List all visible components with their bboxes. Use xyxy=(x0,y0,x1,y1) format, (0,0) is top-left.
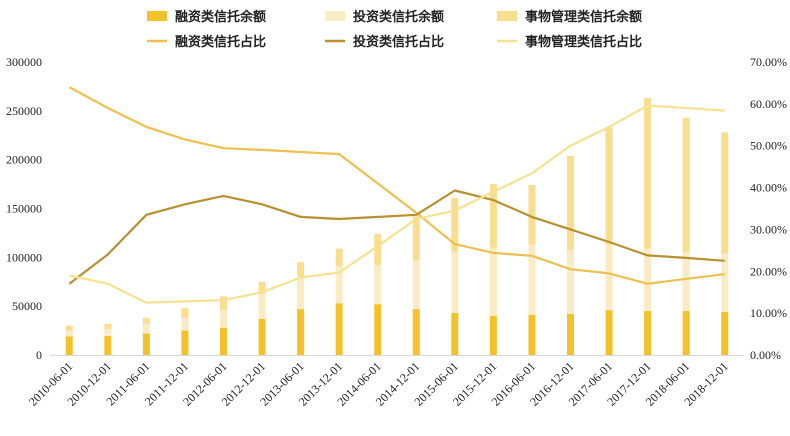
bar-0-6 xyxy=(297,309,305,355)
legend-swatch-bar-1 xyxy=(325,11,345,21)
bar-1-5 xyxy=(258,293,266,319)
bar-1-10 xyxy=(451,251,459,314)
bar-2-3 xyxy=(181,308,189,318)
bar-2-11 xyxy=(489,184,497,248)
bar-2-1 xyxy=(104,323,112,330)
bar-1-15 xyxy=(644,248,652,312)
bar-1-6 xyxy=(297,276,305,310)
bar-2-0 xyxy=(65,325,73,331)
y-left-tick-1: 50000 xyxy=(12,299,42,313)
y-left-tick-4: 200000 xyxy=(6,153,42,167)
bar-0-16 xyxy=(682,311,690,355)
bar-0-10 xyxy=(451,313,459,355)
y-left-tick-2: 100000 xyxy=(6,250,42,264)
bar-0-3 xyxy=(181,330,189,355)
y-right-tick-4: 40.00% xyxy=(750,181,787,195)
bar-2-13 xyxy=(567,155,574,250)
line-series-2 xyxy=(69,104,725,304)
bar-0-15 xyxy=(644,311,652,355)
bar-1-1 xyxy=(104,329,112,336)
y-right-tick-3: 30.00% xyxy=(750,222,787,236)
bar-0-13 xyxy=(567,313,574,355)
bar-2-8 xyxy=(374,233,382,266)
y-right-tick-1: 10.00% xyxy=(750,306,787,320)
bar-2-16 xyxy=(682,117,690,253)
bar-2-14 xyxy=(605,127,613,245)
bar-2-6 xyxy=(297,262,305,277)
y-left-tick-6: 300000 xyxy=(6,55,42,69)
bar-1-12 xyxy=(528,244,536,315)
bar-0-2 xyxy=(142,333,150,355)
bar-0-14 xyxy=(605,310,613,355)
y-left-tick-3: 150000 xyxy=(6,202,42,216)
bar-0-8 xyxy=(374,304,382,355)
bar-1-0 xyxy=(65,330,73,337)
bar-2-10 xyxy=(451,197,459,252)
bar-2-15 xyxy=(644,98,652,249)
bar-1-3 xyxy=(181,317,189,331)
bar-0-0 xyxy=(65,336,73,355)
y-right-tick-2: 20.00% xyxy=(750,264,787,278)
y-right-tick-7: 70.00% xyxy=(750,55,787,69)
y-left-tick-0: 0 xyxy=(36,348,42,362)
legend-label-line-0: 融资类信托占比 xyxy=(175,34,266,49)
y-right-tick-0: 0.00% xyxy=(750,348,781,362)
bar-1-8 xyxy=(374,265,382,305)
bar-0-17 xyxy=(721,312,729,355)
bar-1-4 xyxy=(220,310,227,328)
y-left-tick-5: 250000 xyxy=(6,104,42,118)
bar-2-4 xyxy=(220,296,227,311)
bar-0-12 xyxy=(528,314,536,355)
legend-swatch-bar-2 xyxy=(497,11,517,21)
bar-0-9 xyxy=(412,309,420,355)
bar-2-17 xyxy=(721,132,729,254)
bar-2-7 xyxy=(335,248,343,267)
bar-0-5 xyxy=(258,318,266,355)
bar-2-9 xyxy=(412,216,420,261)
bar-1-14 xyxy=(605,244,613,311)
bar-0-11 xyxy=(489,315,497,355)
legend-label-bar-1: 投资类信托余额 xyxy=(353,9,444,24)
legend-swatch-bar-0 xyxy=(147,11,167,21)
bar-0-7 xyxy=(335,303,343,355)
bar-1-9 xyxy=(412,260,420,310)
bar-2-5 xyxy=(258,281,266,294)
bar-1-2 xyxy=(142,323,150,334)
bars xyxy=(65,98,729,355)
lines xyxy=(68,86,725,304)
bar-1-16 xyxy=(682,252,690,312)
bar-1-13 xyxy=(567,249,574,314)
bar-2-2 xyxy=(142,317,150,324)
legend-label-bar-0: 融资类信托余额 xyxy=(175,9,266,24)
bar-0-4 xyxy=(220,327,227,355)
bar-1-11 xyxy=(489,247,497,316)
line-series-0 xyxy=(68,86,725,285)
line-series-1 xyxy=(68,189,725,285)
bar-2-12 xyxy=(528,185,536,245)
y-right-tick-5: 50.00% xyxy=(750,139,787,153)
y-right-tick-6: 60.00% xyxy=(750,97,787,111)
legend-label-line-2: 事物管理类信托占比 xyxy=(525,34,642,49)
bar-0-1 xyxy=(104,335,112,355)
legend-label-line-1: 投资类信托占比 xyxy=(353,34,444,49)
bar-1-17 xyxy=(721,253,729,313)
bar-1-7 xyxy=(335,266,343,304)
legend-label-bar-2: 事物管理类信托余额 xyxy=(525,9,642,24)
